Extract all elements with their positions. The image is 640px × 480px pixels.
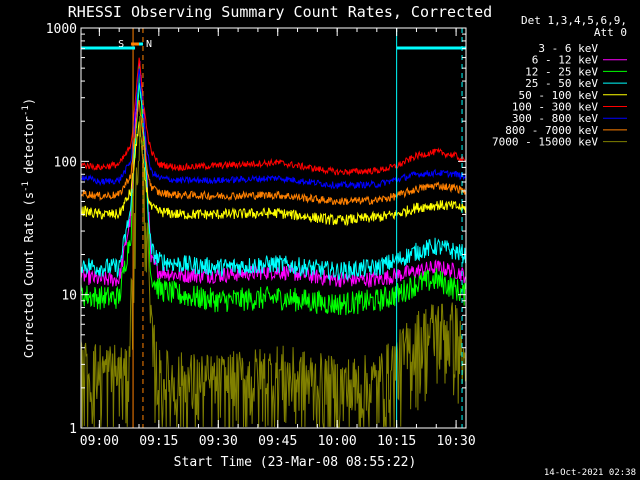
- legend-label: 25 - 50 keV: [525, 77, 598, 90]
- series-line-50-100-kev: [81, 121, 466, 227]
- y-tick-label: 1: [69, 422, 77, 437]
- x-tick-label: 10:30: [437, 434, 476, 449]
- y-tick-label: 10: [61, 289, 77, 304]
- x-axis-label: Start Time (23-Mar-08 08:55:22): [174, 455, 417, 470]
- annotation-label-s: S: [118, 39, 124, 50]
- x-tick-label: 10:00: [318, 434, 357, 449]
- x-tick-label: 09:00: [80, 434, 119, 449]
- y-label-part: ): [22, 98, 36, 105]
- y-label-superscript: -1: [21, 181, 31, 192]
- legend-label: 50 - 100 keV: [519, 89, 599, 102]
- legend-label: 7000 - 15000 keV: [492, 136, 598, 149]
- legend-label: 800 - 7000 keV: [505, 124, 598, 137]
- x-tick-label: 09:15: [139, 434, 178, 449]
- legend-label: 3 - 6 keV: [538, 42, 598, 55]
- legend-label: 100 - 300 keV: [512, 101, 598, 114]
- x-tick-label: 09:45: [258, 434, 297, 449]
- annotation-label-n: N: [146, 39, 152, 50]
- footer-timestamp: 14-Oct-2021 02:38: [544, 468, 636, 478]
- y-label-part: Corrected Count Rate (s: [22, 192, 36, 358]
- y-axis: 1 10 100 1000: [46, 22, 466, 437]
- y-label-part: detector: [22, 116, 36, 181]
- legend-label: 6 - 12 keV: [532, 54, 599, 67]
- y-label-superscript: -1: [21, 105, 31, 116]
- chart-title: RHESSI Observing Summary Count Rates, Co…: [68, 3, 492, 21]
- x-tick-label: 09:30: [199, 434, 238, 449]
- legend-label: 12 - 25 keV: [525, 65, 598, 78]
- legend-title-line-1: Det 1,3,4,5,6,9,: [521, 14, 627, 27]
- series-line-7000-15000-kev: [81, 116, 466, 428]
- y-tick-label: 100: [54, 155, 77, 170]
- y-tick-label: 1000: [46, 22, 77, 37]
- series-layer: [81, 57, 466, 428]
- plot-frame: [80, 27, 467, 429]
- x-tick-label: 10:15: [377, 434, 416, 449]
- series-line-300-800-kev: [81, 68, 466, 190]
- x-axis: 09:00 09:15 09:30 09:45 10:00 10:15 10:30: [80, 28, 476, 449]
- legend-label: 300 - 800 keV: [512, 112, 598, 125]
- series-line-25-50-kev: [81, 82, 466, 281]
- series-line-100-300-kev: [81, 57, 466, 177]
- series-line-800-7000-kev: [81, 100, 466, 206]
- legend-title-line-2: Att 0: [594, 26, 627, 39]
- y-axis-label: Corrected Count Rate (s-1 detector-1): [21, 98, 36, 358]
